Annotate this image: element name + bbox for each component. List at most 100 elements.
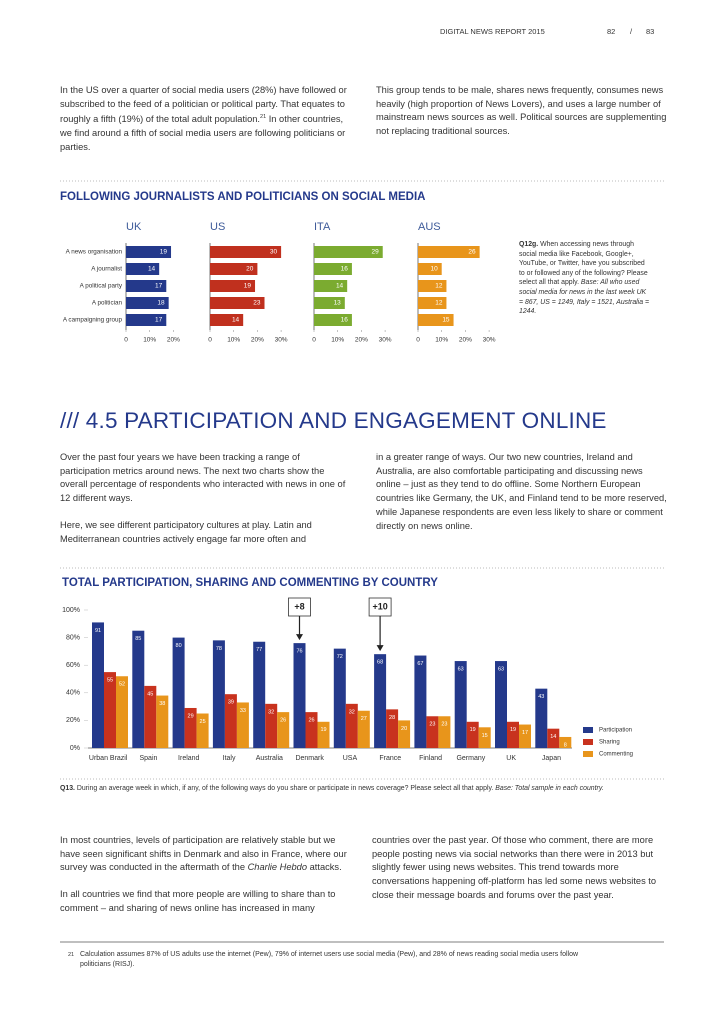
page-number: 83	[646, 27, 655, 36]
value-label: 14	[550, 734, 556, 740]
bar	[196, 713, 209, 748]
value-label: 63	[458, 667, 464, 673]
paragraph: countries over the past year. Of those w…	[372, 835, 657, 900]
y-tick-label: 80%	[66, 634, 80, 641]
paragraph: This group tends to be male, shares news…	[376, 85, 667, 137]
value-label: 55	[107, 678, 113, 684]
section-heading: /// 4.5 PARTICIPATION AND ENGAGEMENT ONL…	[60, 408, 607, 433]
bar	[314, 280, 348, 292]
x-tick-label: 0	[124, 337, 128, 344]
value-label: 16	[341, 317, 349, 324]
value-label: 80	[176, 643, 182, 649]
bar	[132, 630, 145, 748]
x-tick-label: 20%	[355, 337, 368, 344]
bar	[144, 685, 157, 748]
bar	[126, 280, 167, 292]
value-label: 28	[389, 715, 395, 721]
footnote-ref: 21	[260, 114, 267, 121]
value-label: 14	[232, 317, 240, 324]
value-label: 12	[435, 283, 443, 290]
bar	[104, 672, 116, 748]
bar	[438, 716, 451, 748]
bar	[92, 622, 104, 748]
value-label: 39	[228, 700, 234, 706]
category-label: A politician	[92, 300, 123, 307]
bar	[224, 694, 237, 748]
text: In other countries, we find around a fif…	[60, 114, 346, 152]
y-tick-label: 60%	[66, 662, 80, 669]
value-label: 23	[253, 300, 261, 307]
value-label: 29	[371, 249, 379, 256]
bar	[317, 721, 330, 748]
callout-box	[368, 597, 392, 617]
chart-title: FOLLOWING JOURNALISTS AND POLITICIANS ON…	[60, 191, 425, 203]
bar	[414, 655, 427, 748]
panel-title: ITA	[314, 221, 331, 233]
y-tick-label: 20%	[66, 717, 80, 724]
value-label: 52	[119, 682, 125, 688]
bar	[116, 676, 128, 748]
value-label: 10	[430, 266, 438, 273]
value-label: 38	[159, 701, 165, 707]
bar	[314, 297, 345, 309]
value-label: 91	[95, 628, 101, 634]
legend-swatch	[583, 727, 593, 733]
paragraph: In the US over a quarter of social media…	[60, 84, 352, 155]
x-tick-label: UK	[506, 755, 516, 762]
bar	[126, 314, 167, 326]
value-label: 20	[401, 726, 407, 732]
panel-title: US	[210, 221, 225, 233]
text-column: Over the past four years we have been tr…	[60, 451, 348, 559]
value-label: 23	[429, 722, 435, 728]
bar	[314, 263, 352, 275]
value-label: 45	[147, 691, 153, 697]
x-tick-label: 10%	[143, 337, 156, 344]
x-tick-label: 10%	[331, 337, 344, 344]
chart-title: TOTAL PARTICIPATION, SHARING AND COMMENT…	[62, 577, 438, 589]
value-label: 20	[246, 266, 254, 273]
bar	[172, 637, 185, 748]
bar	[495, 661, 507, 748]
category-label: A campaigning group	[63, 317, 123, 324]
bar	[210, 314, 244, 326]
value-label: 17	[155, 317, 163, 324]
value-label: 19	[470, 727, 476, 733]
legend-label: Sharing	[599, 740, 620, 746]
bar	[345, 703, 358, 748]
x-tick-label: 0	[208, 337, 212, 344]
value-label: 16	[341, 266, 349, 273]
x-tick-label: 0	[312, 337, 316, 344]
chart-note: Q13. During an average week in which, if…	[60, 784, 620, 794]
x-tick-label: Japan	[542, 755, 561, 762]
text-column: In most countries, levels of participati…	[60, 834, 352, 929]
paragraph: Over the past four years we have been tr…	[60, 452, 346, 504]
value-label: 14	[148, 266, 156, 273]
x-tick-label: Germany	[456, 755, 485, 762]
value-label: 67	[417, 661, 423, 667]
text: When accessing news through social media…	[519, 241, 648, 287]
bar	[386, 709, 399, 748]
text-column: countries over the past year. Of those w…	[372, 834, 668, 916]
paragraph: In most countries, levels of participati…	[60, 834, 352, 875]
value-label: 43	[538, 694, 544, 700]
bar	[277, 712, 290, 748]
callout-label: +8	[294, 601, 304, 611]
value-label: 72	[337, 654, 343, 660]
bar	[184, 707, 197, 748]
value-label: 29	[188, 713, 194, 719]
bar	[418, 297, 447, 309]
x-tick-label: 30%	[379, 337, 392, 344]
text-column: In the US over a quarter of social media…	[60, 84, 352, 168]
x-tick-label: USA	[343, 755, 358, 762]
question-id: Q13.	[60, 785, 75, 792]
text-column: in a greater range of ways. Our two new …	[376, 451, 668, 546]
x-tick-label: 20%	[167, 337, 180, 344]
x-tick-label: Urban Brazil	[89, 755, 128, 762]
bar	[547, 728, 560, 748]
bar	[210, 280, 256, 292]
bar	[293, 643, 306, 748]
bar	[305, 712, 318, 748]
text-column: This group tends to be male, shares news…	[376, 84, 668, 152]
value-label: 32	[349, 709, 355, 715]
value-label: 19	[510, 727, 516, 733]
